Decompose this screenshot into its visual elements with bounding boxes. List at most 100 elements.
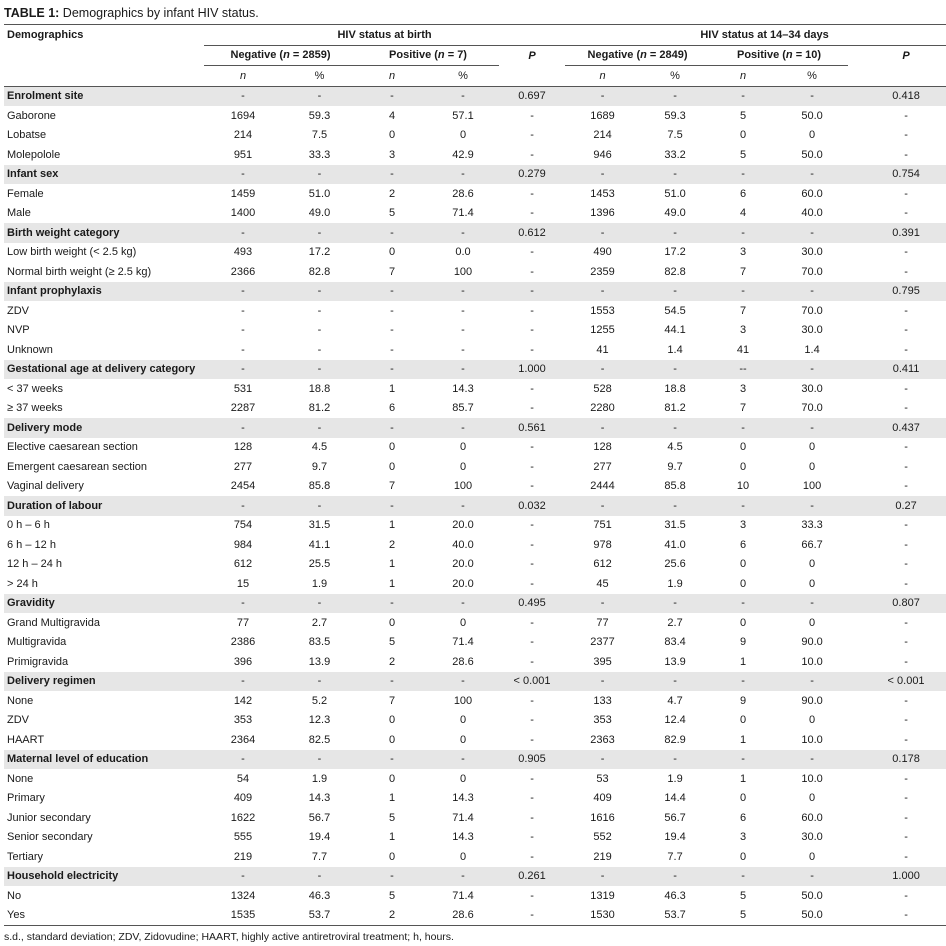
header-group-14-34-days: HIV status at 14–34 days [565, 24, 946, 46]
table-cell: 0 [808, 792, 816, 805]
table-cell: 57.1 [452, 109, 474, 122]
row-label: ZDV [7, 304, 29, 317]
table-cell: - [776, 281, 849, 301]
table-cell: - [282, 866, 357, 886]
table-cell: 0.561 [499, 418, 566, 438]
table-cell: - [565, 593, 641, 613]
table-cell: 59.3 [664, 109, 686, 122]
table-row: Primary 409 14.3 1 14.3 - 409 14.4 0 0 - [4, 789, 946, 809]
table-row: 12 h – 24 h 612 25.5 1 20.0 - 612 25.6 0 0 - [4, 555, 946, 575]
table-cell: 0 [739, 441, 747, 454]
table-cell: 19.4 [664, 831, 686, 844]
table-cell: 754 [233, 519, 253, 532]
header-p-14-34: P [902, 49, 910, 62]
table-cell: 28.6 [452, 655, 474, 668]
unit-pct: % [282, 65, 357, 87]
unit-pct: % [427, 65, 499, 87]
header-negative-14-34: Negative (n = 2849) [565, 45, 711, 66]
table-cell: 0 [808, 616, 816, 629]
table-cell: 41 [596, 343, 609, 356]
table-cell: - [461, 304, 465, 317]
row-label: Primigravida [7, 655, 69, 668]
table-cell: 66.7 [801, 538, 823, 551]
table-cell: - [530, 733, 534, 746]
table-cell: 6 [739, 538, 747, 551]
table-cell: - [530, 519, 534, 532]
row-label: Molepolole [7, 148, 61, 161]
table-cell: - [776, 749, 849, 769]
table-cell: - [640, 164, 711, 184]
table-cell: - [904, 129, 908, 142]
row-label: Junior secondary [7, 811, 91, 824]
row-label: Grand Multigravida [7, 616, 100, 629]
table-cell: 85.7 [452, 402, 474, 415]
table-cell: - [282, 164, 357, 184]
table-cell: 128 [233, 441, 253, 454]
table-cell: - [530, 636, 534, 649]
table-cell: 50.0 [801, 148, 823, 161]
table-cell: - [427, 418, 499, 438]
table-cell: - [357, 281, 427, 301]
table-cell: - [904, 187, 908, 200]
table-cell: 0.795 [848, 281, 946, 301]
table-cell: - [241, 304, 245, 317]
table-cell: 0.261 [499, 866, 566, 886]
table-cell: 31.5 [308, 519, 331, 532]
table-cell: 0 [459, 733, 467, 746]
table-cell: 1 [388, 382, 396, 395]
table-cell: - [776, 223, 849, 243]
table-cell: 45 [596, 577, 609, 590]
table-cell: -- [710, 359, 777, 379]
table-cell: 493 [233, 246, 253, 259]
table-cell: 20.0 [452, 519, 474, 532]
row-label: Yes [4, 905, 204, 926]
table-row: Multigravida 2386 83.5 5 71.4 - 2377 83.4 9 90.0 - [4, 633, 946, 653]
table-cell: 0 [459, 129, 467, 142]
table-cell: - [565, 418, 641, 438]
unit-n: n [710, 65, 777, 87]
table-cell: - [282, 496, 357, 516]
table-row: > 24 h 15 1.9 1 20.0 - 45 1.9 0 0 - [4, 574, 946, 594]
table-cell: - [565, 164, 641, 184]
table-cell: 1 [388, 831, 396, 844]
table-cell: 1 [388, 519, 396, 532]
table-cell: - [776, 593, 849, 613]
row-label: Senior secondary [7, 831, 93, 844]
table-cell: 133 [593, 694, 612, 707]
table-cell: - [565, 86, 641, 106]
table-cell: - [461, 343, 465, 356]
table-cell: 12.3 [308, 714, 331, 727]
table-cell: 1.9 [667, 772, 683, 785]
table-cell: - [241, 343, 245, 356]
table-cell: - [204, 223, 282, 243]
table-cell: 0.411 [848, 359, 946, 379]
table-cell: - [904, 850, 908, 863]
category-row: Enrolment site - - - -0.697- - - -0.418 [4, 86, 946, 106]
table-cell: - [530, 792, 534, 805]
table-cell: 7 [388, 265, 396, 278]
table-cell: 7.5 [311, 129, 328, 142]
table-cell: 0.437 [848, 418, 946, 438]
table-row: Low birth weight (< 2.5 kg) 493 17.2 0 0.0 - 4… [4, 243, 946, 263]
table-cell: 59.3 [308, 109, 331, 122]
table-cell: 9 [739, 636, 747, 649]
table-cell: 2363 [590, 733, 615, 746]
table-cell: - [204, 496, 282, 516]
table-cell: 53.7 [640, 905, 711, 926]
table-cell: 1 [739, 655, 747, 668]
table-cell: - [530, 382, 534, 395]
table-cell: 13.9 [308, 655, 331, 668]
table-cell: - [710, 866, 777, 886]
table-cell: 2444 [590, 480, 615, 493]
table-cell: 49.0 [664, 207, 686, 220]
table-cell: 946 [593, 148, 612, 161]
table-cell: - [357, 593, 427, 613]
table-cell: 0 [388, 733, 396, 746]
table-cell: 353 [233, 714, 253, 727]
row-label: Gaborone [7, 109, 56, 122]
table-cell: 0 [808, 460, 816, 473]
table-cell: 71.4 [452, 207, 474, 220]
table-cell: 0.495 [499, 593, 566, 613]
table-cell: 70.0 [801, 304, 823, 317]
table-cell: 60.0 [801, 187, 823, 200]
